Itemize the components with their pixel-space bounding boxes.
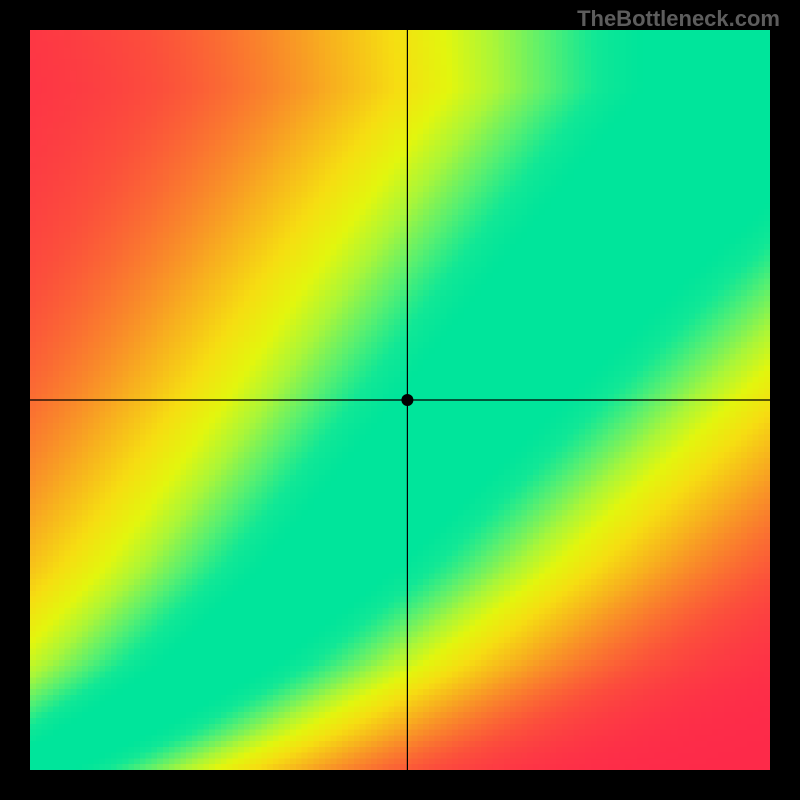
watermark-text: TheBottleneck.com [577,6,780,32]
bottleneck-heatmap [30,30,770,770]
chart-root: TheBottleneck.com [0,0,800,800]
plot-area [30,30,770,770]
